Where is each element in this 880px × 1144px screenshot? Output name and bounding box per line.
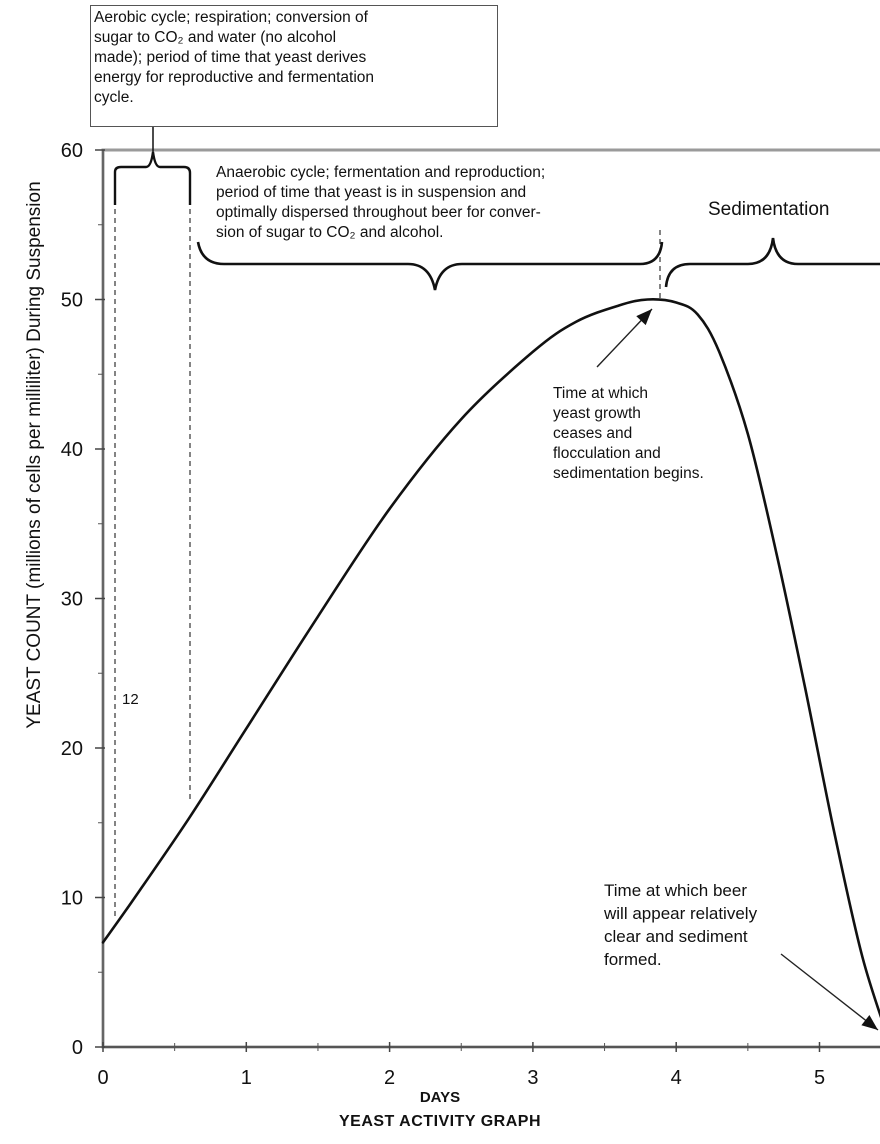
clear-arrow-head (861, 1015, 878, 1030)
data-point (675, 301, 677, 304)
series-layer (101, 298, 880, 1019)
peak-growth-note: Time at which yeast growth ceases and fl… (553, 384, 704, 484)
anaerobic-line-3: optimally dispersed throughout beer for … (216, 204, 541, 221)
data-point (245, 727, 248, 730)
data-point (833, 829, 835, 832)
sedimentation-text: Sedimentation (708, 199, 830, 220)
series-line-yeast-count (101, 298, 880, 1019)
annotation-arrows (596, 308, 879, 1031)
clear-line-4: formed. (604, 950, 662, 969)
x-tick-label: 3 (527, 1067, 538, 1089)
x-tick-label: 1 (241, 1067, 252, 1089)
data-point (188, 817, 190, 820)
chart-caption: YEAST ACTIVITY GRAPH (338, 1113, 542, 1130)
data-point (718, 351, 720, 353)
x-tick-label: 4 (671, 1067, 682, 1089)
peak-line-1: Time at which (553, 385, 649, 402)
sedimentation-label: Sedimentation (708, 200, 829, 220)
anaerobic-line-1: Anaerobic cycle; fermentation and reprod… (216, 164, 546, 181)
data-point (130, 901, 133, 903)
data-point (460, 418, 463, 420)
peak-line-2: yeast growth (553, 405, 641, 422)
clear-line-2: will appear relatively (604, 904, 758, 923)
anaerobic-cycle-note: Anaerobic cycle; fermentation and reprod… (216, 163, 545, 243)
phase-guides (113, 127, 880, 920)
data-point (646, 298, 649, 301)
aerobic-line-1: Aerobic cycle; respiration; conversion o… (94, 9, 368, 26)
marker-12-text: 12 (122, 691, 139, 708)
x-tick-label: 0 (97, 1067, 108, 1089)
data-point (317, 615, 319, 618)
axes (101, 148, 880, 1049)
data-point (775, 552, 778, 555)
data-point (102, 941, 104, 944)
peak-line-4: flocculation and (553, 445, 661, 462)
data-point (532, 351, 534, 353)
aerobic-line-5: cycle. (94, 89, 134, 106)
data-point (388, 508, 391, 510)
anaerobic-line-4: sion of sugar to CO₂ and alcohol. (216, 224, 444, 241)
anaerobic-line-2: period of time that yeast is in suspensi… (216, 184, 527, 201)
clear-line-3: clear and sediment (604, 927, 748, 946)
peak-arrow-head (636, 309, 652, 326)
peak-line-5: sedimentation begins. (553, 465, 704, 482)
x-tick-label: 5 (814, 1067, 825, 1089)
aerobic-cycle-callout: Aerobic cycle; respiration; conversion o… (90, 5, 498, 127)
y-tick-label: 20 (61, 738, 83, 760)
x-axis-label: DAYS (419, 1089, 461, 1106)
x-tick-label: 2 (384, 1067, 395, 1089)
aerobic-brace (113, 151, 192, 205)
data-point (618, 304, 620, 307)
anaerobic-brace (196, 241, 664, 291)
aerobic-line-2: sugar to CO₂ and water (no alcohol (94, 29, 337, 46)
y-axis-label-text: YEAST COUNT (millions of cells per milli… (24, 181, 45, 729)
data-point (747, 433, 749, 435)
y-tick-label: 50 (61, 290, 83, 312)
y-tick-label: 10 (61, 888, 83, 910)
sedimentation-brace (664, 237, 880, 288)
data-point (696, 313, 699, 316)
marker-12-label: 12 (122, 690, 139, 710)
peak-line-3: ceases and (553, 425, 633, 442)
y-tick-label: 60 (61, 140, 83, 162)
data-point (575, 321, 577, 323)
data-point (861, 956, 864, 959)
aerobic-line-3: made); period of time that yeast derives (94, 49, 367, 66)
y-tick-label: 40 (61, 439, 83, 461)
data-point (804, 687, 806, 689)
y-tick-label: 0 (72, 1037, 83, 1059)
clear-line-1: Time at which beer (604, 881, 747, 900)
clear-beer-note: Time at which beer will appear relativel… (604, 879, 757, 971)
aerobic-line-4: energy for reproductive and fermentation (94, 69, 375, 86)
plot-frame (101, 148, 880, 1049)
clear-arrow-shaft (780, 953, 879, 1031)
y-tick-label: 30 (61, 589, 83, 611)
